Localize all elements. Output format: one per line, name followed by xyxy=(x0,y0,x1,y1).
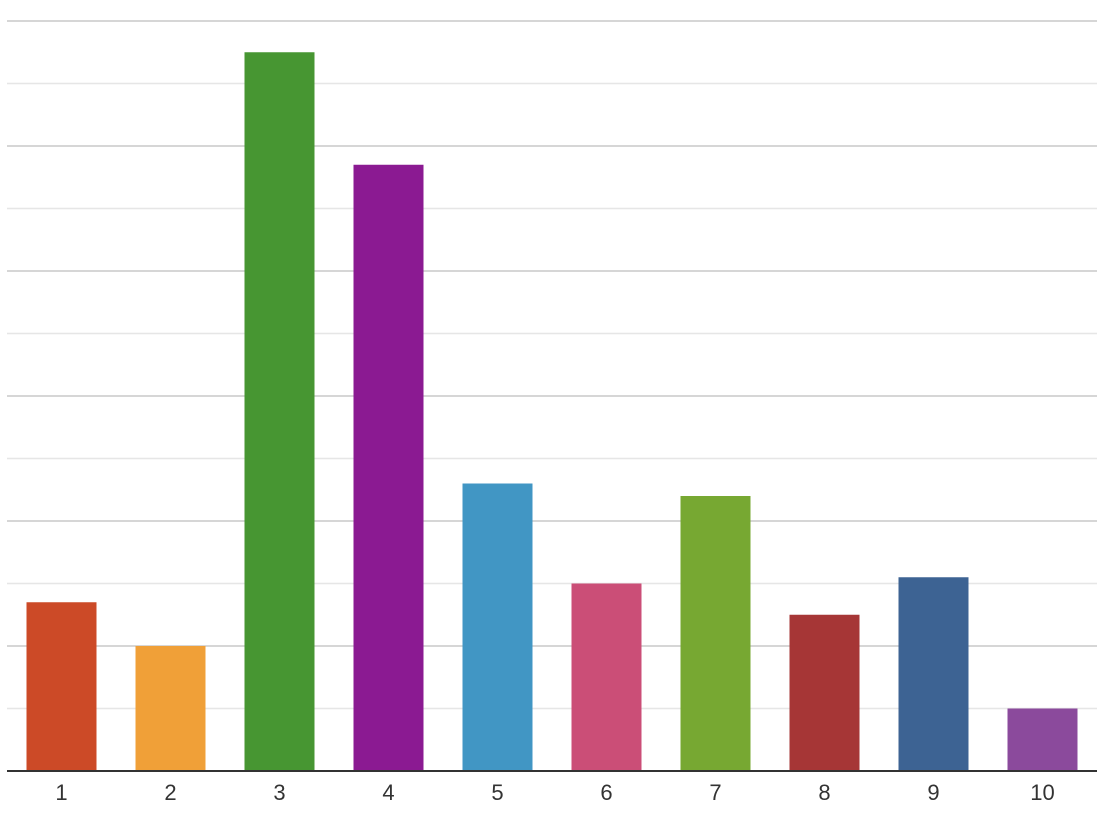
x-tick-label: 9 xyxy=(927,780,939,805)
x-tick-label: 1 xyxy=(55,780,67,805)
bar xyxy=(898,577,969,771)
bar xyxy=(462,483,533,771)
x-tick-label: 10 xyxy=(1030,780,1054,805)
bar xyxy=(571,583,642,771)
bar xyxy=(353,164,424,771)
x-tick-label: 3 xyxy=(273,780,285,805)
bar xyxy=(1007,708,1078,771)
x-tick-label: 6 xyxy=(600,780,612,805)
x-tick-label: 5 xyxy=(491,780,503,805)
bar xyxy=(26,602,97,771)
bar xyxy=(135,646,206,771)
x-tick-label: 4 xyxy=(382,780,394,805)
x-tick-label: 2 xyxy=(164,780,176,805)
x-tick-label: 7 xyxy=(709,780,721,805)
bar xyxy=(789,614,860,771)
x-tick-label: 8 xyxy=(818,780,830,805)
bar xyxy=(244,52,315,771)
bar xyxy=(680,496,751,771)
